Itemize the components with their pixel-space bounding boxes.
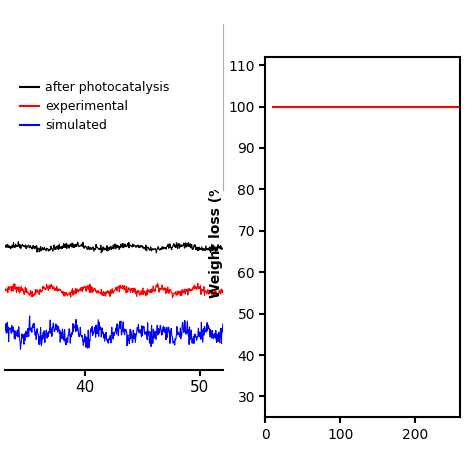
Legend: after photocatalysis, experimental, simulated: after photocatalysis, experimental, simu… — [15, 76, 175, 137]
Y-axis label: Weight loss (%): Weight loss (%) — [209, 176, 223, 298]
